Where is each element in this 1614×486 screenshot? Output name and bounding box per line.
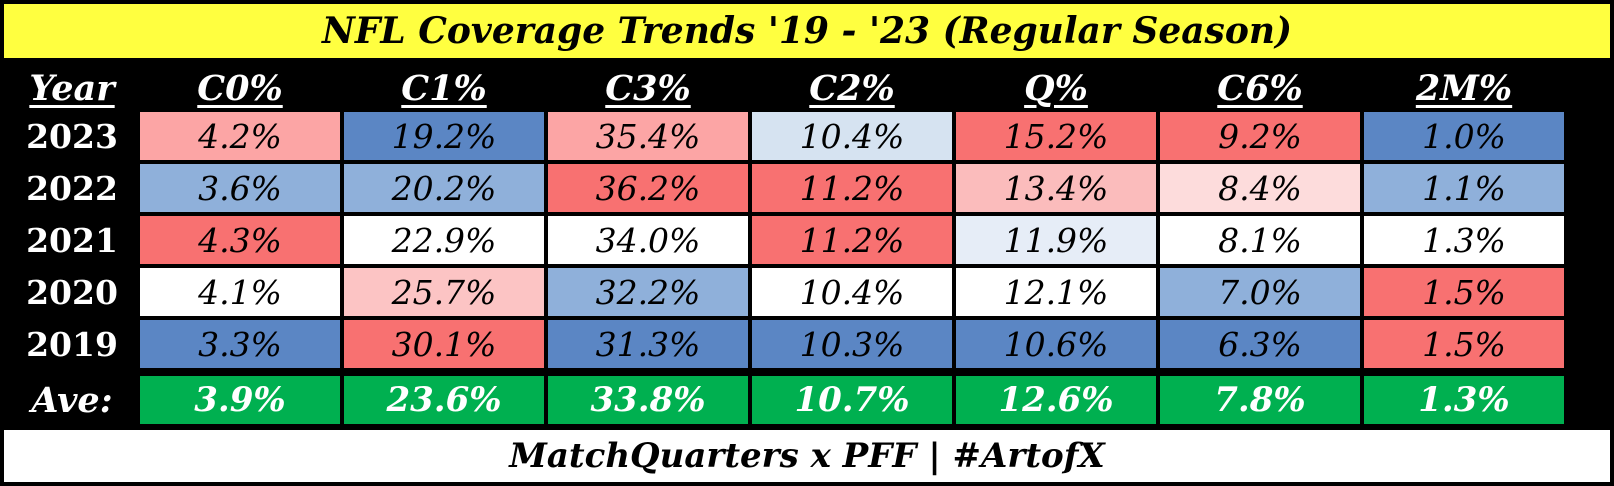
table-cell: 10.4% bbox=[752, 112, 952, 160]
column-header: C3% bbox=[605, 67, 691, 109]
table-cell: 4.1% bbox=[140, 268, 340, 316]
table-cell: 15.2% bbox=[956, 112, 1156, 160]
header-year: Year bbox=[29, 67, 115, 109]
table-cell: 36.2% bbox=[548, 164, 748, 212]
average-row-label: Ave: bbox=[31, 379, 113, 421]
table-cell: 1.0% bbox=[1364, 112, 1564, 160]
column-header: Q% bbox=[1024, 67, 1088, 109]
table-cell: 8.4% bbox=[1160, 164, 1360, 212]
footer-credit: MatchQuarters x PFF | #ArtofX bbox=[4, 430, 1610, 482]
table-title: NFL Coverage Trends '19 - '23 (Regular S… bbox=[4, 4, 1610, 58]
table-cell: 1.5% bbox=[1364, 268, 1564, 316]
average-cell: 12.6% bbox=[956, 376, 1156, 424]
table-cell: 35.4% bbox=[548, 112, 748, 160]
row-year-label: 2019 bbox=[26, 324, 118, 364]
average-cell: 33.8% bbox=[548, 376, 748, 424]
table-cell: 25.7% bbox=[344, 268, 544, 316]
row-year-label: 2023 bbox=[26, 116, 118, 156]
column-header: C2% bbox=[809, 67, 895, 109]
table-cell: 11.2% bbox=[752, 164, 952, 212]
table-cell: 10.3% bbox=[752, 320, 952, 368]
column-header: 2M% bbox=[1415, 67, 1513, 109]
table-cell: 4.2% bbox=[140, 112, 340, 160]
table-cell: 34.0% bbox=[548, 216, 748, 264]
table-cell: 13.4% bbox=[956, 164, 1156, 212]
average-cell: 23.6% bbox=[344, 376, 544, 424]
average-cell: 7.8% bbox=[1160, 376, 1360, 424]
table-cell: 19.2% bbox=[344, 112, 544, 160]
row-year-label: 2020 bbox=[26, 272, 118, 312]
table-cell: 3.6% bbox=[140, 164, 340, 212]
table-cell: 6.3% bbox=[1160, 320, 1360, 368]
table-cell: 9.2% bbox=[1160, 112, 1360, 160]
table-cell: 10.4% bbox=[752, 268, 952, 316]
table-cell: 10.6% bbox=[956, 320, 1156, 368]
average-cell: 10.7% bbox=[752, 376, 952, 424]
row-year-label: 2022 bbox=[26, 168, 118, 208]
table-cell: 12.1% bbox=[956, 268, 1156, 316]
table-cell: 30.1% bbox=[344, 320, 544, 368]
table-cell: 11.9% bbox=[956, 216, 1156, 264]
column-header: C1% bbox=[401, 67, 487, 109]
table-cell: 20.2% bbox=[344, 164, 544, 212]
table-cell: 3.3% bbox=[140, 320, 340, 368]
table-cell: 1.5% bbox=[1364, 320, 1564, 368]
column-header: C6% bbox=[1217, 67, 1303, 109]
table-cell: 32.2% bbox=[548, 268, 748, 316]
table-cell: 1.1% bbox=[1364, 164, 1564, 212]
table-cell: 11.2% bbox=[752, 216, 952, 264]
row-year-label: 2021 bbox=[26, 220, 118, 260]
table-cell: 8.1% bbox=[1160, 216, 1360, 264]
column-header: C0% bbox=[197, 67, 283, 109]
table-cell: 22.9% bbox=[344, 216, 544, 264]
table-cell: 1.3% bbox=[1364, 216, 1564, 264]
average-cell: 3.9% bbox=[140, 376, 340, 424]
table-cell: 31.3% bbox=[548, 320, 748, 368]
average-cell: 1.3% bbox=[1364, 376, 1564, 424]
table-cell: 7.0% bbox=[1160, 268, 1360, 316]
table-cell: 4.3% bbox=[140, 216, 340, 264]
